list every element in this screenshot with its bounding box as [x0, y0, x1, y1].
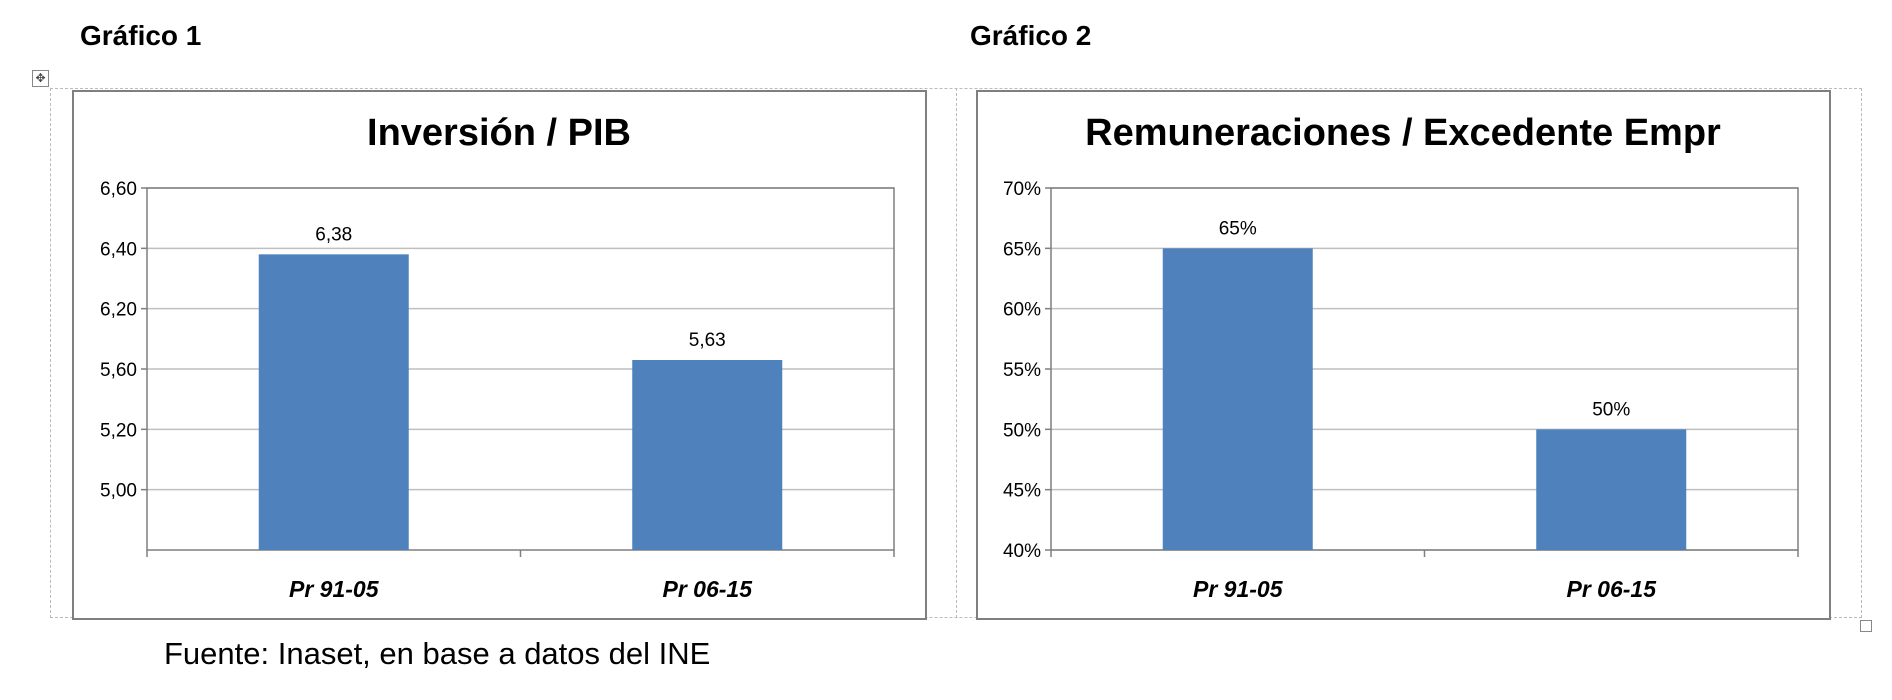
chart-title: Remuneraciones / Excedente Empr: [1085, 112, 1721, 154]
category-label: Pr 91-05: [289, 576, 380, 602]
y-tick-label: 55%: [1003, 360, 1041, 381]
bar: [258, 254, 409, 551]
y-tick-label: 5,20: [100, 420, 137, 441]
y-tick-label: 45%: [1003, 481, 1041, 502]
y-tick-label: 6,40: [100, 239, 137, 260]
y-tick-label: 5,00: [100, 481, 137, 502]
chart-inversion-pib: Inversión / PIB 6,60 6,40 6,20 5,60 5,20 5,00 6…: [72, 90, 927, 620]
chart-title: Inversión / PIB: [367, 112, 631, 154]
source-footer: Fuente: Inaset, en base a datos del INE: [164, 636, 711, 671]
chart1-caption: Gráfico 1: [80, 20, 202, 51]
chart2-caption: Gráfico 2: [970, 20, 1092, 51]
data-label: 5,63: [689, 330, 726, 351]
category-label: Pr 91-05: [1193, 576, 1284, 602]
y-tick-label: 60%: [1003, 300, 1041, 321]
y-tick-label: 70%: [1003, 179, 1041, 200]
y-tick-label: 6,60: [100, 179, 137, 200]
table-divider: [956, 88, 957, 618]
category-label: Pr 06-15: [1566, 576, 1657, 602]
data-label: 65%: [1219, 218, 1257, 239]
y-tick-label: 5,60: [100, 360, 137, 381]
data-label: 50%: [1592, 399, 1630, 420]
y-tick-label: 65%: [1003, 239, 1041, 260]
bar: [1162, 248, 1313, 551]
y-tick-label: 6,20: [100, 300, 137, 321]
chart-frame: [72, 90, 927, 620]
data-label: 6,38: [315, 224, 352, 245]
bar: [632, 360, 783, 550]
move-cross-icon[interactable]: ✥: [32, 70, 49, 87]
bar: [1536, 429, 1687, 550]
y-tick-label: 50%: [1003, 420, 1041, 441]
y-tick-label: 40%: [1003, 541, 1041, 562]
chart-remuneraciones-excedente: Remuneraciones / Excedente Empr 70% 65% 60%…: [976, 90, 1831, 620]
resize-square-icon[interactable]: [1860, 620, 1872, 632]
category-label: Pr 06-15: [662, 576, 753, 602]
chart-frame: [976, 90, 1831, 620]
